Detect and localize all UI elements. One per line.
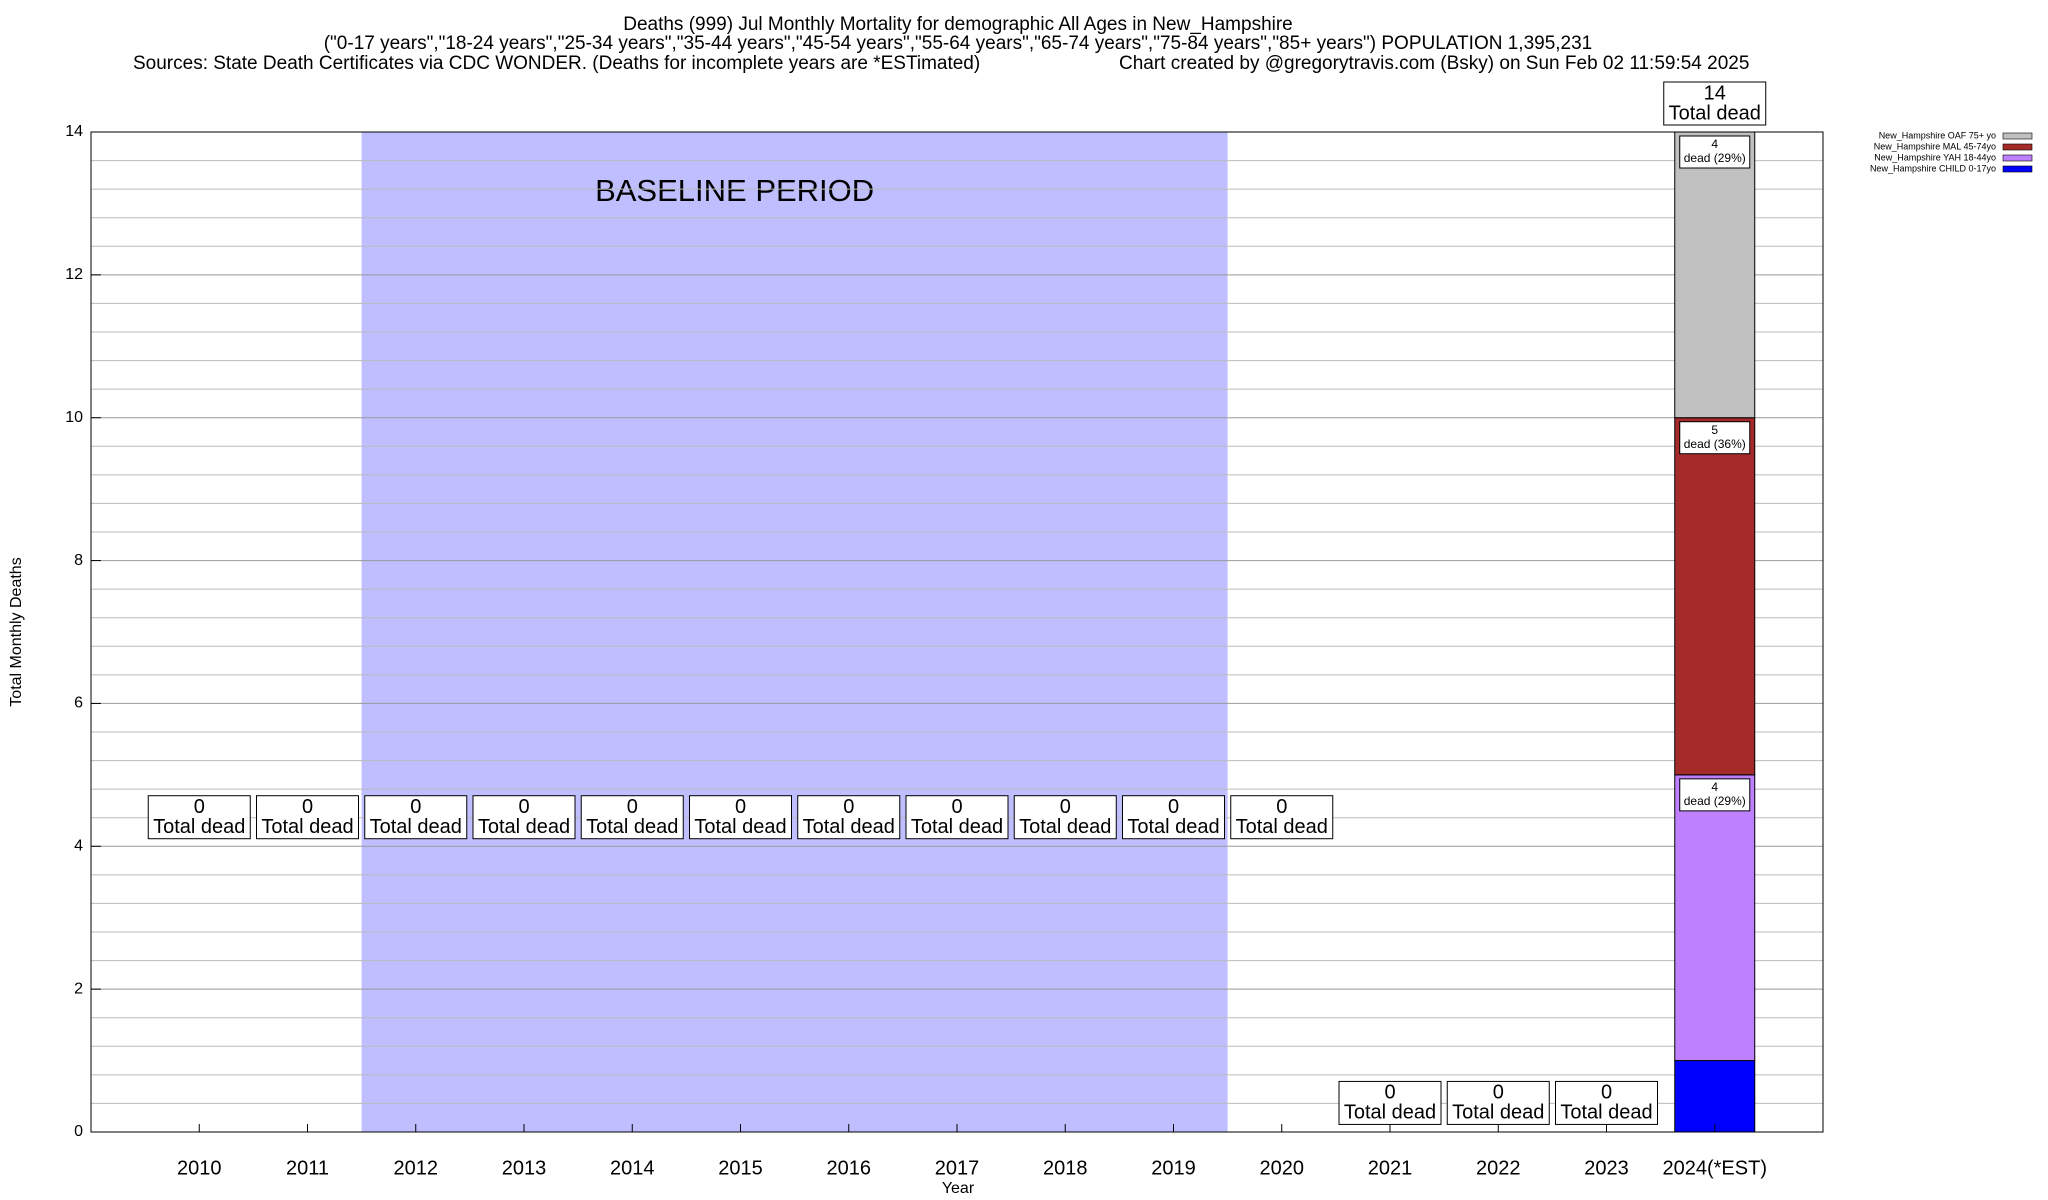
total-value: 14 [1704,82,1726,104]
legend-label: New_Hampshire OAF 75+ yo [1879,130,1996,140]
legend-swatch [2002,143,2033,151]
bar-segment [1674,774,1756,1062]
total-value: 0 [843,796,854,818]
total-value: 0 [518,796,529,818]
y-tick-label: 8 [74,552,83,569]
total-label: Total dead [370,816,462,838]
legend-label: New_Hampshire MAL 45-74yo [1874,141,1996,151]
total-box [1122,795,1225,840]
total-label: Total dead [694,816,786,838]
x-tick-label: 2017 [935,1157,980,1179]
total-box [797,795,901,840]
total-value: 0 [1276,796,1287,818]
total-label: Total dead [1236,816,1328,838]
total-value: 0 [1493,1082,1504,1104]
segment-label-value: 4 [1711,137,1718,151]
total-value: 0 [735,796,746,818]
segment-label-box [1679,778,1751,812]
y-axis-label: Total Monthly Deaths [8,557,25,706]
chart-subtitle: ("0-17 years","18-24 years","25-34 years… [324,33,1593,54]
x-tick-label: 2015 [718,1157,763,1179]
total-label: Total dead [153,816,245,838]
total-box [256,795,359,840]
total-value: 0 [951,796,962,818]
total-label: Total dead [1669,102,1761,124]
total-label: Total dead [1452,1102,1544,1124]
legend-label: New_Hampshire CHILD 0-17yo [1870,163,1996,173]
total-box [1013,795,1117,840]
total-label: Total dead [478,816,570,838]
total-value: 0 [1060,796,1071,818]
x-tick-label: 2020 [1260,1157,1305,1179]
segment-label-value: 4 [1711,780,1718,794]
segment-label-text: dead (36%) [1684,437,1746,451]
credit: Chart created by @gregorytravis.com (Bsk… [1119,53,1749,74]
x-tick-label: 2013 [502,1157,547,1179]
total-box [1555,1080,1658,1125]
total-value: 0 [627,796,638,818]
total-box [905,795,1009,840]
total-box [1230,795,1334,840]
segment-label-text: dead (29%) [1684,151,1746,165]
x-tick-label: 2021 [1368,1157,1413,1179]
total-value: 0 [410,796,421,818]
y-tick-label: 6 [74,695,83,712]
legend-swatch [2002,165,2033,173]
baseline-region [361,132,1228,1132]
bar-segment [1674,131,1756,419]
legend-label: New_Hampshire YAH 18-44yo [1874,152,1996,162]
x-tick-label: 2018 [1043,1157,1088,1179]
x-tick-label: 2012 [394,1157,439,1179]
total-label: Total dead [1019,816,1111,838]
plot-frame [90,131,1824,1133]
total-label: Total dead [261,816,353,838]
segment-label-value: 5 [1711,423,1718,437]
x-tick-label: 2010 [177,1157,222,1179]
baseline-label: BASELINE PERIOD [595,173,874,208]
total-label: Total dead [911,816,1003,838]
x-tick-label: 2019 [1151,1157,1196,1179]
total-box [580,795,684,840]
x-tick-label: 2023 [1584,1157,1629,1179]
y-tick-label: 2 [74,980,83,997]
y-tick-label: 0 [74,1123,83,1140]
legend-swatch [2002,132,2033,140]
total-box [1446,1080,1550,1125]
total-box [1338,1080,1442,1125]
x-tick-label: 2011 [286,1157,329,1179]
total-label: Total dead [803,816,895,838]
segment-label-text: dead (29%) [1684,794,1746,808]
total-value: 0 [194,796,205,818]
legend-swatch [2002,154,2033,162]
chart-title: Deaths (999) Jul Monthly Mortality for d… [623,14,1293,35]
y-tick-label: 4 [74,838,83,855]
total-box [1663,81,1767,126]
total-box [689,795,792,840]
total-box [147,795,251,840]
y-tick-label: 14 [65,123,83,140]
x-tick-label: 2014 [610,1157,655,1179]
total-box [364,795,468,840]
total-value: 0 [1384,1082,1395,1104]
x-tick-label: 2022 [1476,1157,1521,1179]
total-label: Total dead [586,816,678,838]
total-box [472,795,576,840]
sources: Sources: State Death Certificates via CD… [133,53,980,74]
bar-segment [1674,1060,1756,1133]
x-tick-label: 2016 [827,1157,872,1179]
x-axis-label: Year [942,1180,975,1197]
segment-label-box [1679,135,1751,169]
y-tick-label: 12 [65,266,83,283]
total-value: 0 [1168,796,1179,818]
y-tick-label: 10 [65,409,83,426]
total-label: Total dead [1344,1102,1436,1124]
bar-segment [1674,417,1756,776]
total-value: 0 [1601,1082,1612,1104]
total-value: 0 [302,796,313,818]
total-label: Total dead [1127,816,1219,838]
x-tick-label: 2024(*EST) [1663,1157,1768,1179]
segment-label-box [1679,421,1751,455]
total-label: Total dead [1560,1102,1652,1124]
